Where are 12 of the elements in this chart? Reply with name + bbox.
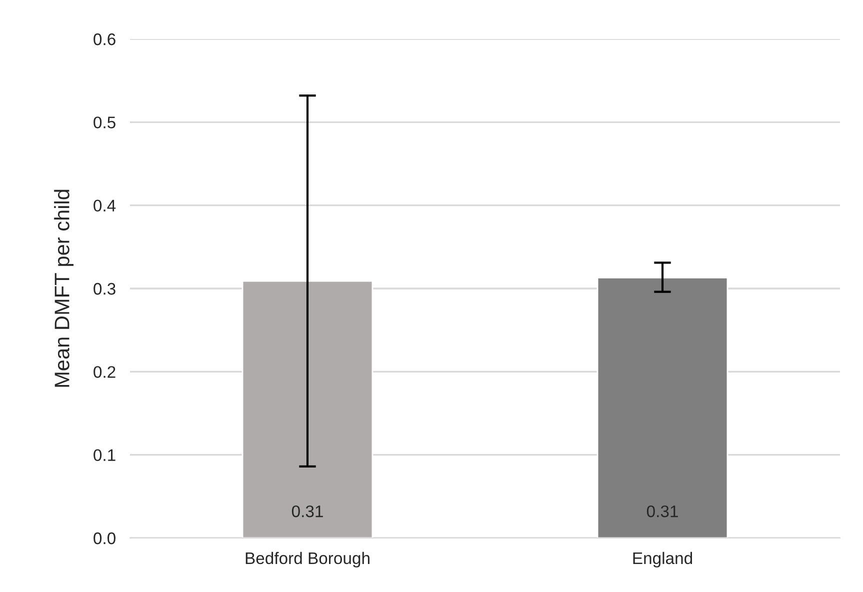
- data-label: 0.31: [646, 505, 678, 518]
- y-tick-label: 0.2: [94, 366, 116, 378]
- y-tick-label: 0.0: [94, 532, 116, 544]
- y-tick-label: 0.1: [94, 449, 116, 462]
- y-tick-label: 0.5: [94, 116, 116, 128]
- x-tick-label: Bedford Borough: [246, 552, 370, 568]
- y-tick-label: 0.6: [94, 33, 116, 46]
- y-tick-label: 0.3: [94, 282, 116, 295]
- x-tick-label: England: [633, 552, 692, 568]
- data-label: 0.31: [292, 505, 323, 518]
- y-axis-title: Mean DMFT per child: [54, 190, 74, 387]
- y-tick-label: 0.4: [94, 200, 116, 212]
